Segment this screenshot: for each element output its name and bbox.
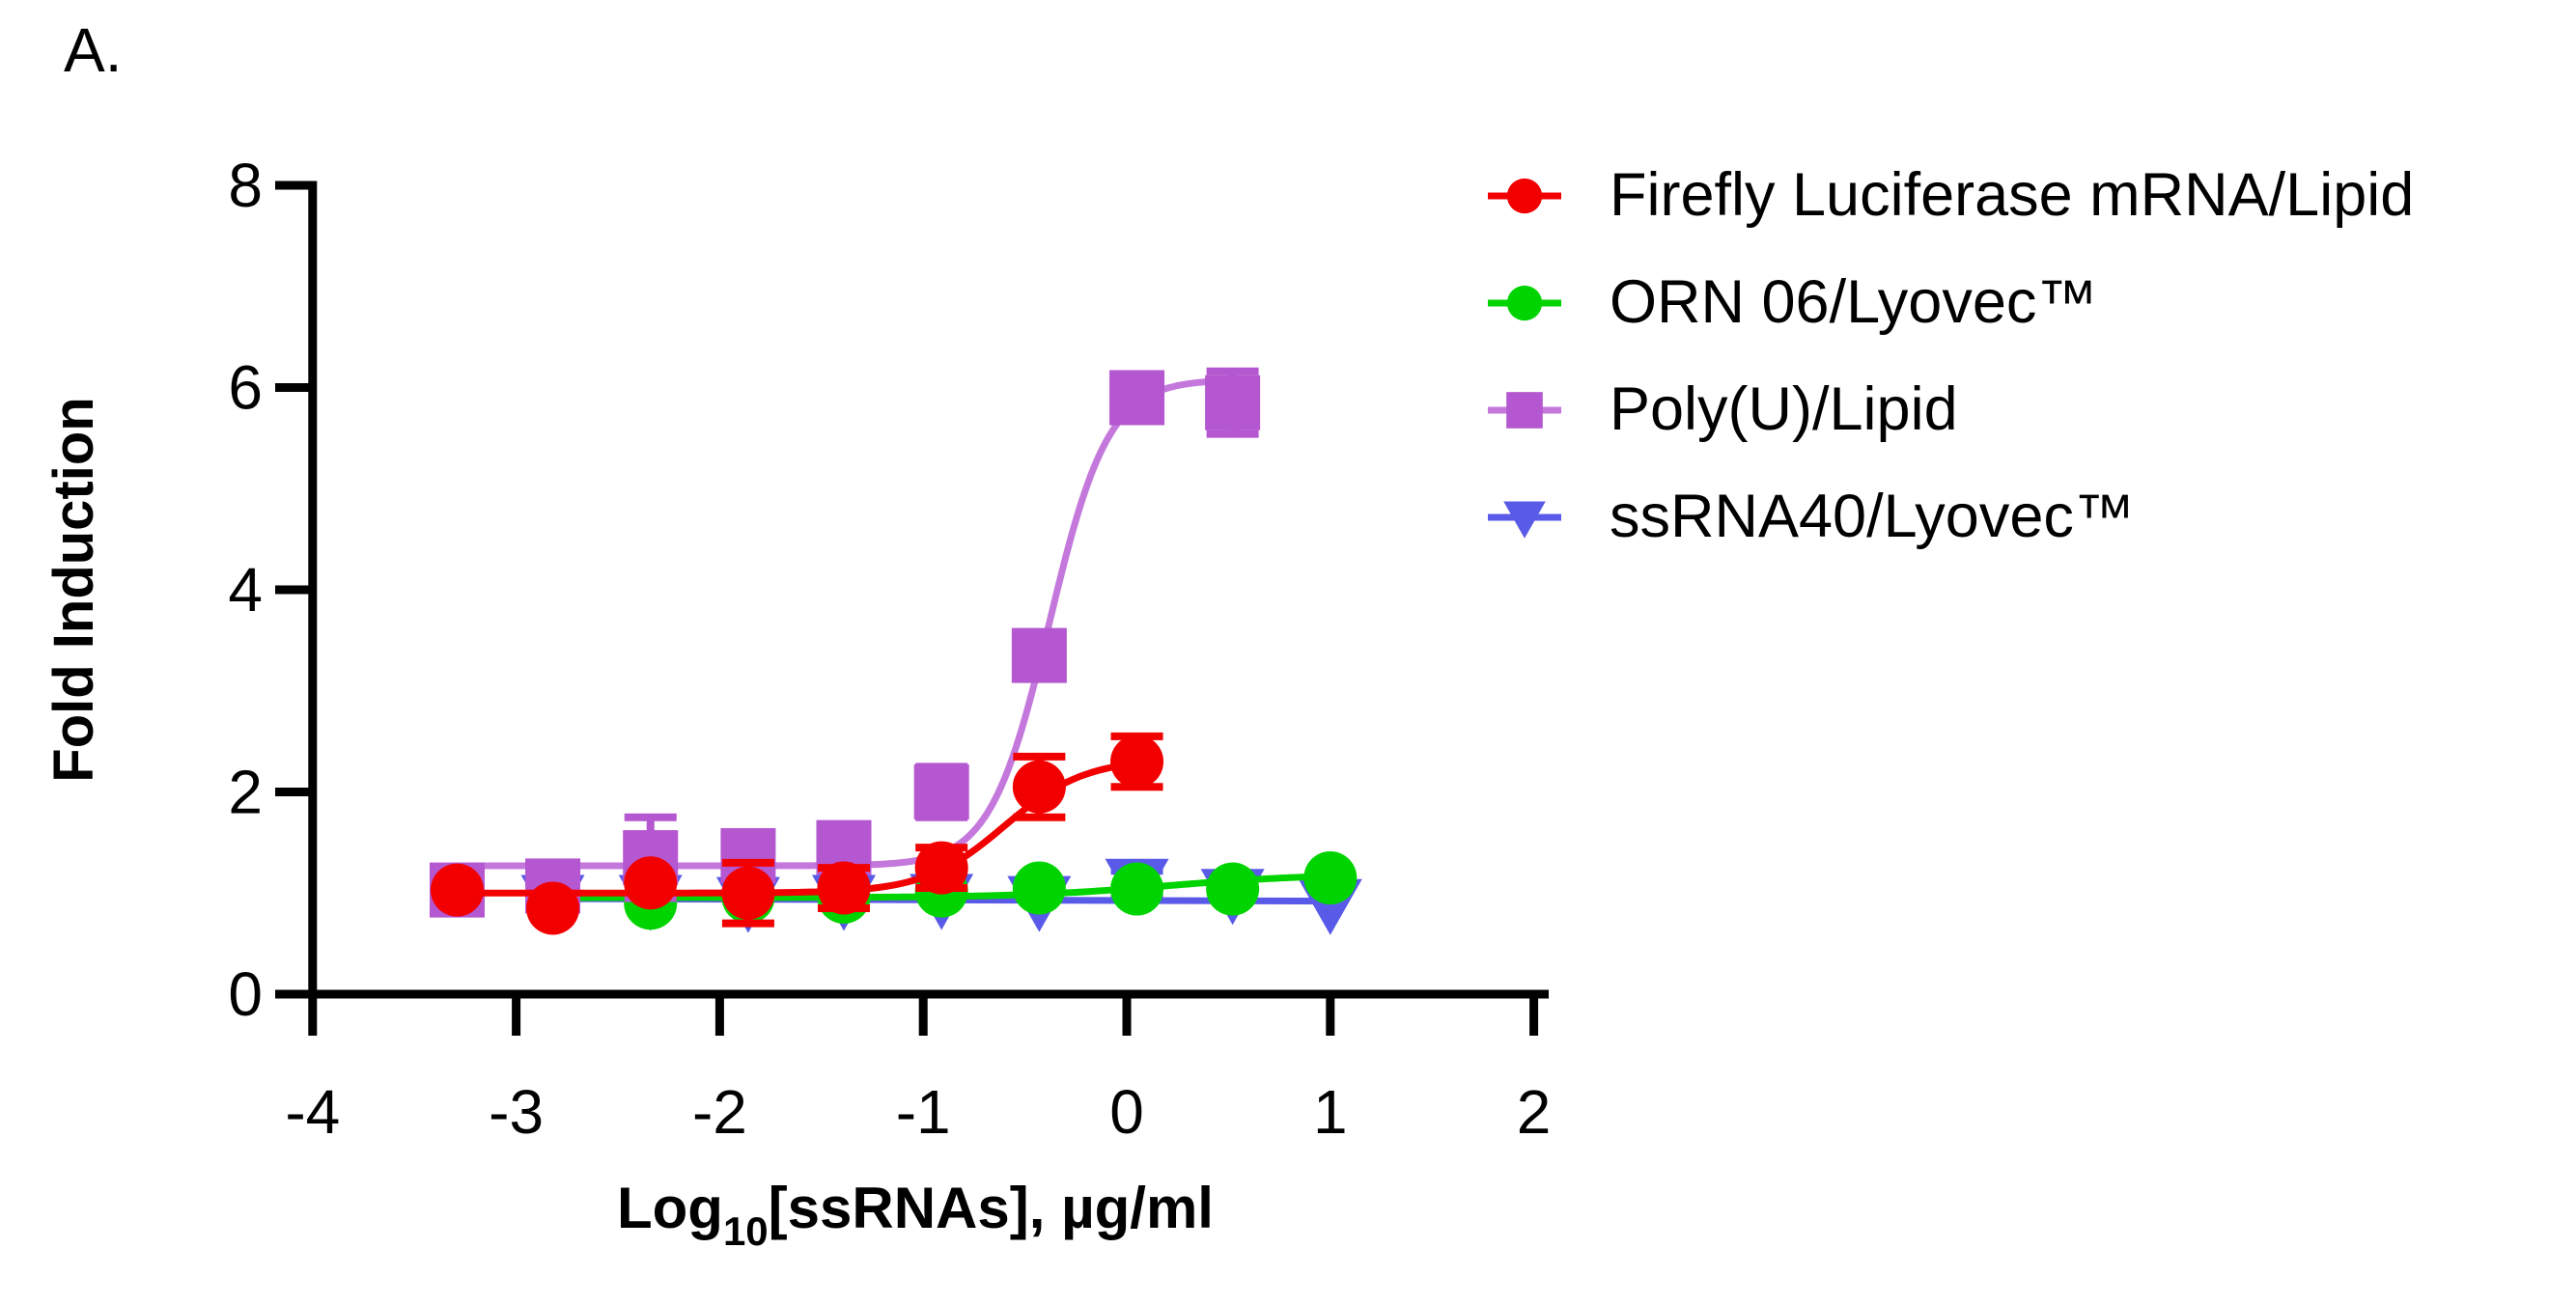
y-tick-label: 8 (228, 151, 263, 220)
data-point-marker (1506, 391, 1543, 429)
legend-item: Poly(U)/Lipid (1488, 356, 2414, 463)
fit-curve (447, 376, 1241, 870)
legend-item: ORN 06/Lyovec™ (1488, 249, 2414, 356)
data-point-marker (624, 856, 678, 910)
data-point-marker (1303, 851, 1358, 905)
data-point-marker (1012, 861, 1066, 915)
data-point-marker (430, 863, 484, 917)
y-tick-label: 6 (228, 353, 263, 423)
legend-marker-icon (1488, 178, 1561, 213)
x-axis-title-pre: Log (617, 1176, 723, 1240)
legend-item: Firefly Luciferase mRNA/Lipid (1488, 142, 2414, 249)
data-point-marker (1503, 501, 1546, 539)
series-firefly-luciferase-mrna-lipid (430, 732, 1164, 935)
x-axis-title: Log10[ssRNAs], µg/ml (617, 1176, 1214, 1254)
data-point-marker (1206, 862, 1260, 916)
legend-item-label: Firefly Luciferase mRNA/Lipid (1610, 161, 2415, 229)
data-point-marker (914, 841, 968, 895)
legend-item-label: ssRNA40/Lyovec™ (1610, 483, 2135, 550)
y-tick-label: 0 (228, 959, 263, 1029)
y-tick-label: 4 (228, 555, 263, 624)
legend-item-label: Poly(U)/Lipid (1610, 375, 1958, 443)
data-point-marker (1506, 285, 1543, 320)
legend-item-label: ORN 06/Lyovec™ (1610, 268, 2098, 336)
data-point-marker (1506, 178, 1543, 213)
y-tick-label: 2 (228, 758, 263, 827)
series-poly-u-lipid (429, 367, 1261, 918)
x-tick-label: -3 (489, 1077, 544, 1147)
data-point-marker (1011, 627, 1067, 683)
legend-marker-icon (1488, 391, 1561, 429)
legend-marker-icon (1488, 285, 1561, 320)
data-point-marker (721, 866, 775, 920)
data-point-marker (526, 881, 580, 935)
plot-area: 0 2 4 6 8 -4 -3 -2 -1 0 1 2 (228, 151, 1551, 1147)
x-tick-label: -4 (285, 1077, 340, 1147)
legend-marker-icon (1488, 501, 1561, 539)
data-point-marker (1110, 862, 1164, 916)
x-axis-title-sub: 10 (723, 1208, 769, 1254)
data-point-marker (913, 764, 969, 819)
data-point-marker (1205, 375, 1261, 430)
chart-legend: Firefly Luciferase mRNA/Lipid ORN 06/Lyov… (1488, 142, 2414, 570)
data-point-marker (1109, 370, 1165, 426)
x-tick-label: 0 (1109, 1077, 1144, 1147)
x-tick-label: 1 (1313, 1077, 1348, 1147)
x-tick-label: -1 (896, 1077, 951, 1147)
data-point-marker (1012, 760, 1066, 814)
panel-label: A. (64, 15, 122, 85)
x-tick-label: 2 (1517, 1077, 1552, 1147)
x-tick-label: -2 (692, 1077, 747, 1147)
data-point-marker (817, 861, 871, 915)
axes (275, 180, 1549, 1036)
legend-item: ssRNA40/Lyovec™ (1488, 463, 2414, 570)
y-axis-title: Fold Induction (42, 397, 105, 782)
x-axis-title-post: [ssRNAs], µg/ml (769, 1176, 1214, 1240)
data-point-marker (1110, 735, 1164, 789)
